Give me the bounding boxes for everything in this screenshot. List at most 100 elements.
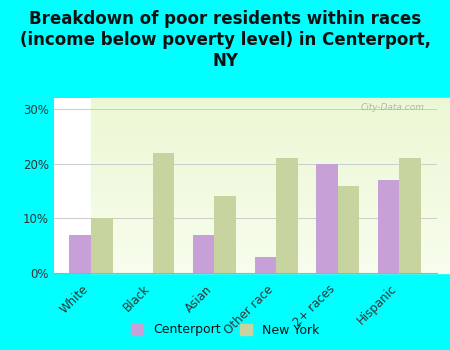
Bar [91,193,450,194]
Bar [91,110,450,111]
Bar [91,174,450,175]
Bar [91,166,450,167]
Bar [91,133,450,134]
Bar [91,233,450,234]
Bar [91,153,450,154]
Bar [91,186,450,187]
Bar [91,129,450,130]
Bar [91,258,450,259]
Bar [91,116,450,117]
Bar [91,139,450,140]
Bar [91,132,450,133]
Bar [91,249,450,250]
Bar [91,152,450,153]
Bar [91,257,450,258]
Bar [91,122,450,124]
Bar [91,266,450,267]
Bar [91,270,450,271]
Bar [91,128,450,129]
Bar [91,259,450,260]
Bar [91,108,450,109]
Bar [91,207,450,208]
Bar [91,125,450,126]
Bar [91,118,450,119]
Bar [91,168,450,169]
Bar [91,112,450,113]
Bar [91,223,450,224]
Bar [91,208,450,209]
Bar [91,240,450,241]
Bar [91,172,450,173]
Bar [91,253,450,254]
Bar [91,138,450,139]
Bar [91,246,450,247]
Bar [91,220,450,222]
Bar [91,100,450,101]
Bar [91,163,450,164]
Bar [69,235,91,273]
Bar [214,196,236,273]
Bar [91,234,450,235]
Bar [91,155,450,156]
Legend: Centerport, New York: Centerport, New York [127,320,323,340]
Bar [91,178,450,179]
Bar [91,146,450,147]
Bar [91,124,450,125]
Bar [91,117,450,118]
Bar [91,131,450,132]
Bar [91,268,450,269]
Bar [91,204,450,205]
Bar [91,130,450,131]
Bar [91,261,450,262]
Bar [91,264,450,265]
Bar [91,187,450,188]
Bar [91,188,450,189]
Bar [91,190,450,191]
Bar [91,203,450,204]
Bar [91,271,450,272]
Bar [91,219,450,220]
Bar [91,179,450,180]
Bar [91,250,450,251]
Bar [91,225,450,226]
Bar [91,140,450,141]
Bar [91,200,450,201]
Bar [91,244,450,245]
Bar [91,134,450,135]
Bar [91,150,450,151]
Bar [91,136,450,137]
Bar [91,170,450,171]
Bar [91,177,450,178]
Bar [91,189,450,190]
Bar [255,257,276,273]
Bar [91,183,450,184]
Bar [91,181,450,182]
Bar [91,263,450,264]
Bar [91,269,450,270]
Bar [91,160,450,161]
Bar [91,148,450,149]
Text: City-Data.com: City-Data.com [361,103,425,112]
Bar [91,121,450,122]
Bar [91,154,450,155]
Bar [400,158,421,273]
Bar [91,142,450,143]
Bar [91,252,450,253]
Bar [91,127,450,128]
Bar [91,209,450,210]
Bar [91,137,450,138]
Bar [91,102,450,103]
Bar [91,114,450,115]
Bar [91,232,450,233]
Bar [91,115,450,116]
Bar [91,214,450,215]
Bar [91,162,450,163]
Bar [91,191,450,192]
Bar [91,104,450,105]
Bar [91,212,450,214]
Bar [91,247,450,248]
Bar [316,164,338,273]
Bar [91,272,450,273]
Bar [153,153,174,273]
Bar [91,215,450,216]
